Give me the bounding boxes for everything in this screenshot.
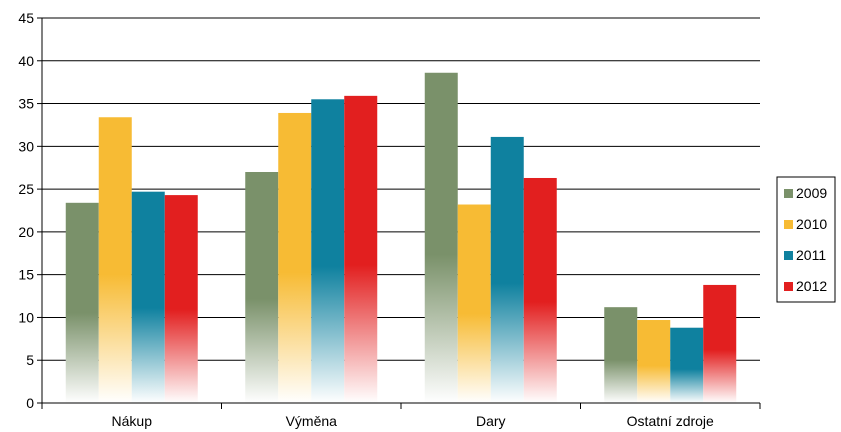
y-tick-label: 40 bbox=[18, 53, 34, 69]
bar-2010-1 bbox=[278, 112, 312, 403]
bar-2010-3 bbox=[637, 320, 671, 403]
bar-2009-0 bbox=[65, 202, 99, 403]
y-tick-label: 15 bbox=[18, 267, 34, 283]
y-tick-label: 0 bbox=[26, 395, 34, 411]
y-tick-label: 10 bbox=[18, 309, 34, 325]
x-tick-label: Ostatní zdroje bbox=[627, 413, 714, 429]
bar-2009-2 bbox=[424, 72, 458, 403]
bar-2012-3 bbox=[703, 284, 737, 403]
bar-2011-3 bbox=[670, 327, 704, 403]
bar-2012-0 bbox=[164, 195, 198, 403]
y-tick-label: 35 bbox=[18, 96, 34, 112]
bar-2009-1 bbox=[245, 172, 279, 403]
bar-2010-0 bbox=[98, 117, 132, 403]
legend-swatch-2011 bbox=[784, 251, 793, 260]
legend-label-2011: 2011 bbox=[796, 247, 826, 263]
legend-label-2009: 2009 bbox=[796, 185, 827, 201]
x-tick-label: Výměna bbox=[286, 413, 338, 429]
bar-2012-2 bbox=[523, 177, 557, 403]
bar-2009-3 bbox=[604, 307, 638, 403]
x-tick-label: Dary bbox=[476, 413, 506, 429]
bar-2011-1 bbox=[311, 99, 345, 404]
y-tick-labels: 0 5 10 15 20 25 30 35 40 45 bbox=[18, 10, 34, 411]
bars bbox=[65, 72, 737, 404]
legend-label-2010: 2010 bbox=[796, 216, 827, 232]
x-tick-label: Nákup bbox=[112, 413, 153, 429]
y-tick-label: 20 bbox=[18, 224, 34, 240]
bar-2011-0 bbox=[131, 191, 165, 403]
bar-2011-2 bbox=[490, 136, 524, 403]
legend-swatch-2010 bbox=[784, 220, 793, 229]
y-tick-label: 45 bbox=[18, 10, 34, 26]
legend-swatch-2009 bbox=[784, 189, 793, 198]
bar-2012-1 bbox=[344, 95, 378, 403]
x-tick-labels: Nákup Výměna Dary Ostatní zdroje bbox=[112, 413, 715, 429]
bar-2010-2 bbox=[457, 204, 491, 403]
legend: 2009 2010 2011 2012 bbox=[776, 176, 836, 303]
y-tick-label: 25 bbox=[18, 181, 34, 197]
axes bbox=[37, 17, 761, 409]
y-tick-label: 5 bbox=[26, 352, 34, 368]
y-tick-label: 30 bbox=[18, 138, 34, 154]
legend-label-2012: 2012 bbox=[796, 278, 827, 294]
legend-swatch-2012 bbox=[784, 282, 793, 291]
